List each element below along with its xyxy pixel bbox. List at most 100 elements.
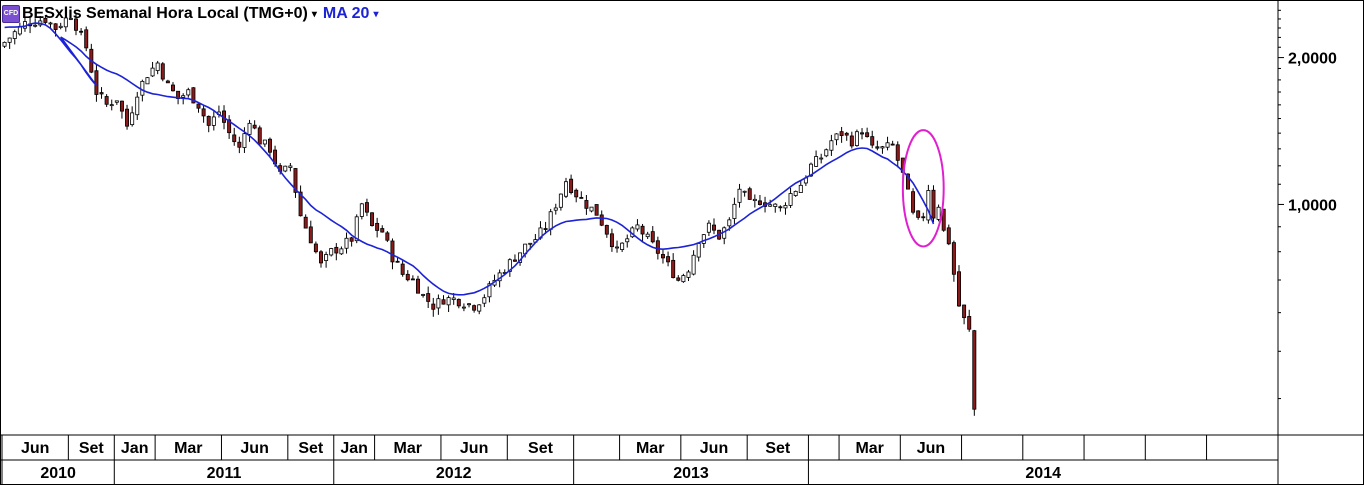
year-label: 2012 <box>436 465 472 482</box>
candle-body <box>798 184 803 193</box>
moving-average-line <box>4 22 935 296</box>
candle-body <box>191 87 196 104</box>
year-label: 2011 <box>207 465 242 482</box>
candle-body <box>569 178 574 193</box>
candle-body <box>140 80 145 96</box>
candle-body <box>125 108 130 127</box>
candle-body <box>706 222 711 233</box>
candle-body <box>288 165 293 168</box>
candle-body <box>645 233 650 238</box>
candle-body <box>905 173 910 190</box>
candle-body <box>109 104 114 107</box>
candle-body <box>890 143 895 146</box>
candle-body <box>865 132 870 138</box>
candle-body <box>68 18 73 20</box>
candle-body <box>130 112 135 126</box>
candle-body <box>94 70 99 95</box>
candle-body <box>778 206 783 209</box>
candle-body <box>380 228 385 233</box>
candle-body <box>482 297 487 304</box>
candle-body <box>242 133 247 148</box>
candle-body <box>768 204 773 207</box>
instrument-title[interactable]: BESxlis Semanal Hora Local (TMG+0) <box>22 5 308 22</box>
candle-body <box>48 22 53 25</box>
candle-body <box>313 243 318 253</box>
month-label: Jun <box>21 440 49 457</box>
candle-body <box>119 100 124 112</box>
candle-body <box>543 228 548 230</box>
month-label: Mar <box>174 440 202 457</box>
candle-body <box>186 89 191 96</box>
month-label: Jan <box>340 440 368 457</box>
candle-body <box>839 131 844 136</box>
candle-body <box>860 132 865 135</box>
candle-body <box>615 246 620 249</box>
candle-body <box>819 157 824 160</box>
chevron-down-icon[interactable]: ▾ <box>311 8 317 20</box>
candle-body <box>701 234 706 244</box>
ma-indicator-label[interactable]: MA 20 <box>322 5 370 22</box>
candle-body <box>400 263 405 275</box>
candle-body <box>303 216 308 229</box>
candle-body <box>12 31 17 39</box>
month-label: Mar <box>636 440 664 457</box>
candle-body <box>962 304 967 319</box>
candle-body <box>691 254 696 275</box>
year-label: 2010 <box>40 465 76 482</box>
candle-body <box>201 108 206 117</box>
candle-body <box>324 254 329 261</box>
candle-body <box>671 259 676 278</box>
candle-body <box>7 37 12 43</box>
candle-body <box>329 248 334 256</box>
candle-body <box>946 227 951 245</box>
candle-body <box>53 23 58 30</box>
candle-body <box>742 190 747 193</box>
candle-body <box>609 233 614 248</box>
candle-body <box>308 226 313 244</box>
candle-body <box>472 305 477 311</box>
candle-body <box>660 254 665 259</box>
candle-body <box>370 212 375 226</box>
candle-body <box>99 92 104 95</box>
y-tick-label: 2,0000 <box>1288 51 1337 68</box>
candle-body <box>783 205 788 209</box>
candle-body <box>410 278 415 281</box>
candle-body <box>237 141 242 148</box>
candle-body <box>696 243 701 258</box>
candle-body <box>911 191 916 213</box>
candle-body <box>579 197 584 199</box>
candle-body <box>650 231 655 243</box>
candle-body <box>686 271 691 278</box>
candle-body <box>676 277 681 281</box>
candle-body <box>880 146 885 149</box>
candle-body <box>165 80 170 84</box>
candle-body <box>558 193 563 208</box>
candle-body <box>604 224 609 235</box>
candle-body <box>752 198 757 202</box>
month-label: Jan <box>121 440 149 457</box>
candle-body <box>625 238 630 243</box>
candle-body <box>145 77 150 85</box>
year-label: 2014 <box>1025 465 1061 482</box>
candle-body <box>931 189 936 219</box>
candle-body <box>528 242 533 245</box>
candle-body <box>829 140 834 151</box>
candle-body <box>283 165 288 172</box>
candle-body <box>574 189 579 198</box>
month-label: Jun <box>460 440 488 457</box>
price-axis: 2,0000 1,0000 <box>1278 9 1337 400</box>
month-label: Jun <box>700 440 728 457</box>
candle-body <box>885 142 890 148</box>
candle-body <box>548 211 553 230</box>
candle-body <box>227 119 232 134</box>
candle-body <box>359 203 364 217</box>
candle-body <box>594 204 599 216</box>
month-label: Set <box>528 440 554 457</box>
month-label: Set <box>79 440 105 457</box>
candle-body <box>431 303 436 310</box>
candle-body <box>972 330 977 410</box>
candle-body <box>181 95 186 98</box>
candle-body <box>451 297 456 300</box>
ma-chevron-down-icon[interactable]: ▾ <box>373 8 379 20</box>
